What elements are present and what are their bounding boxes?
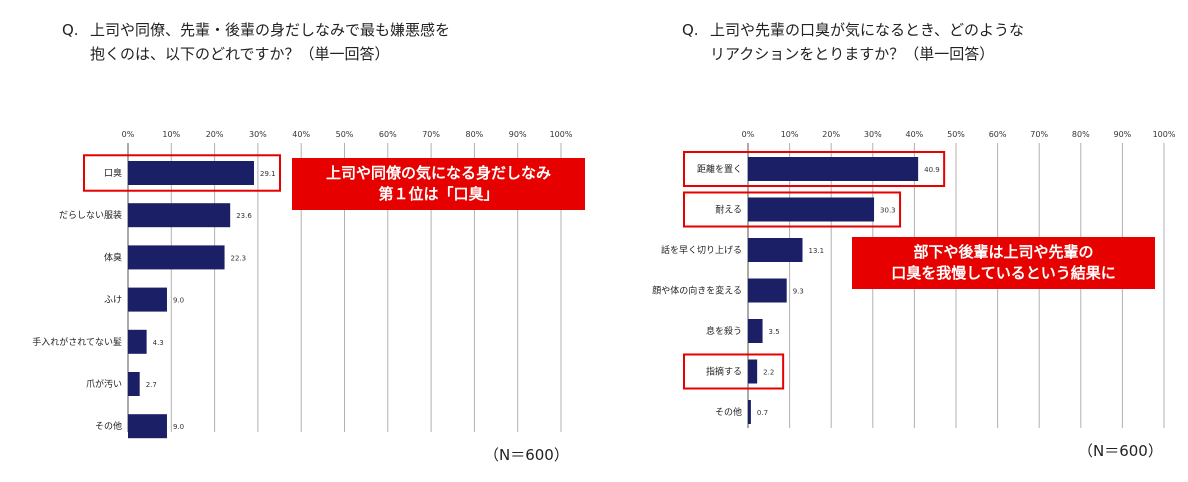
category-label: その他 [715, 406, 742, 418]
category-label: 耐える [715, 204, 742, 216]
right-bar-chart: 0% 10% 20% 30% 40% 50% 60% 70% 80% 90% 100% 距離を置く 40… [652, 130, 1176, 428]
x-tick-label: 30% [249, 130, 267, 139]
x-tick-label: 10% [781, 130, 799, 139]
bar [128, 245, 225, 270]
bar [128, 414, 167, 439]
bar [748, 278, 787, 303]
x-tick-label: 100% [1153, 130, 1176, 139]
category-label: ふけ [104, 295, 122, 306]
value-label: 0.7 [757, 409, 768, 417]
category-label: 顔や体の向きを変える [652, 285, 742, 297]
category-label: 体臭 [104, 251, 122, 263]
category-label: 指摘する [706, 366, 742, 378]
right-chart-panel: Q. 上司や先輩の口臭が気になるとき、どのような リアクションをとりますか？（単一… [594, 0, 1188, 482]
right-question: Q. 上司や先輩の口臭が気になるとき、どのような リアクションをとりますか？（単一… [682, 18, 1024, 66]
right-callout-line1: 部下や後輩は上司や先輩の [913, 243, 1094, 261]
right-sample-size: （N＝600） [1078, 442, 1163, 460]
x-tick-label: 80% [466, 130, 484, 139]
x-tick-label: 30% [864, 130, 882, 139]
x-tick-label: 40% [292, 130, 310, 139]
bar [128, 372, 140, 396]
left-chart-panel: Q. 上司や同僚、先輩・後輩の身だしなみで最も嫌悪感を 抱くのは、以下のどれですか… [32, 18, 585, 464]
bar [128, 203, 231, 228]
highlight-box [683, 353, 785, 390]
left-question-line1: 上司や同僚、先輩・後輩の身だしなみで最も嫌悪感を [90, 21, 451, 39]
x-tick-label: 40% [906, 130, 924, 139]
highlight-box [683, 150, 946, 188]
value-label: 2.7 [146, 381, 157, 389]
left-bar-chart: 0% 10% 20% 30% 40% 50% 60% 70% 80% 90% 100% 口臭 29.1 だ… [32, 130, 573, 439]
right-callout-line2: 口臭を我慢しているという結果に [891, 264, 1116, 282]
value-label: 22.3 [231, 254, 247, 262]
x-tick-label: 80% [1072, 130, 1090, 139]
value-label: 9.0 [173, 297, 184, 305]
bar [748, 359, 758, 384]
highlight-box [683, 191, 902, 228]
bar [128, 329, 147, 354]
right-callout: 部下や後輩は上司や先輩の 口臭を我慢しているという結果に [852, 237, 1155, 289]
value-label: 9.0 [173, 423, 184, 431]
x-tick-label: 70% [1030, 130, 1048, 139]
bar [748, 319, 763, 343]
value-label: 23.6 [236, 212, 252, 220]
bar [748, 157, 919, 181]
x-tick-label: 50% [947, 130, 965, 139]
left-question-prefix: Q. [62, 21, 79, 39]
right-question-line1: 上司や先輩の口臭が気になるとき、どのような [710, 21, 1024, 39]
value-label: 2.2 [763, 369, 774, 377]
value-label: 40.9 [924, 166, 940, 174]
x-tick-label: 20% [822, 130, 840, 139]
x-tick-label: 60% [989, 130, 1007, 139]
right-question-prefix: Q. [682, 21, 699, 39]
left-question: Q. 上司や同僚、先輩・後輩の身だしなみで最も嫌悪感を 抱くのは、以下のどれですか… [62, 18, 450, 66]
highlight-box [83, 154, 282, 192]
left-sample-size: （N＝600） [484, 446, 569, 464]
x-tick-label: 60% [379, 130, 397, 139]
category-label: 息を殺う [706, 325, 742, 337]
bar [748, 400, 751, 424]
category-label: 話を早く切り上げる [661, 244, 742, 256]
value-label: 13.1 [808, 247, 824, 255]
bar [128, 161, 255, 185]
value-label: 29.1 [260, 170, 276, 178]
value-label: 30.3 [880, 207, 896, 215]
x-tick-label: 100% [550, 130, 573, 139]
category-label: 手入れがされてない髪 [32, 336, 122, 348]
x-tick-label: 20% [206, 130, 224, 139]
bar [748, 238, 803, 262]
x-tick-label: 90% [1114, 130, 1132, 139]
category-label: 口臭 [104, 167, 122, 179]
category-label: その他 [95, 420, 122, 432]
x-tick-label: 50% [336, 130, 354, 139]
category-label: 距離を置く [697, 163, 742, 175]
left-callout-line1: 上司や同僚の気になる身だしなみ [325, 164, 551, 182]
x-tick-label: 0% [122, 130, 135, 139]
x-tick-label: 10% [162, 130, 180, 139]
category-label: 爪が汚い [86, 378, 122, 390]
value-label: 4.3 [153, 339, 164, 347]
category-label: だらしない服装 [59, 209, 122, 221]
value-label: 3.5 [769, 328, 780, 336]
left-question-line2: 抱くのは、以下のどれですか？（単一回答） [90, 45, 390, 63]
x-tick-label: 0% [742, 130, 755, 139]
right-question-line2: リアクションをとりますか？（単一回答） [710, 45, 995, 63]
x-tick-label: 90% [509, 130, 527, 139]
value-label: 9.3 [793, 288, 804, 296]
bar [748, 197, 875, 222]
left-callout-line2: 第１位は「口臭」 [378, 185, 499, 203]
left-callout: 上司や同僚の気になる身だしなみ 第１位は「口臭」 [292, 158, 585, 210]
x-tick-label: 70% [422, 130, 440, 139]
bar [128, 287, 167, 312]
